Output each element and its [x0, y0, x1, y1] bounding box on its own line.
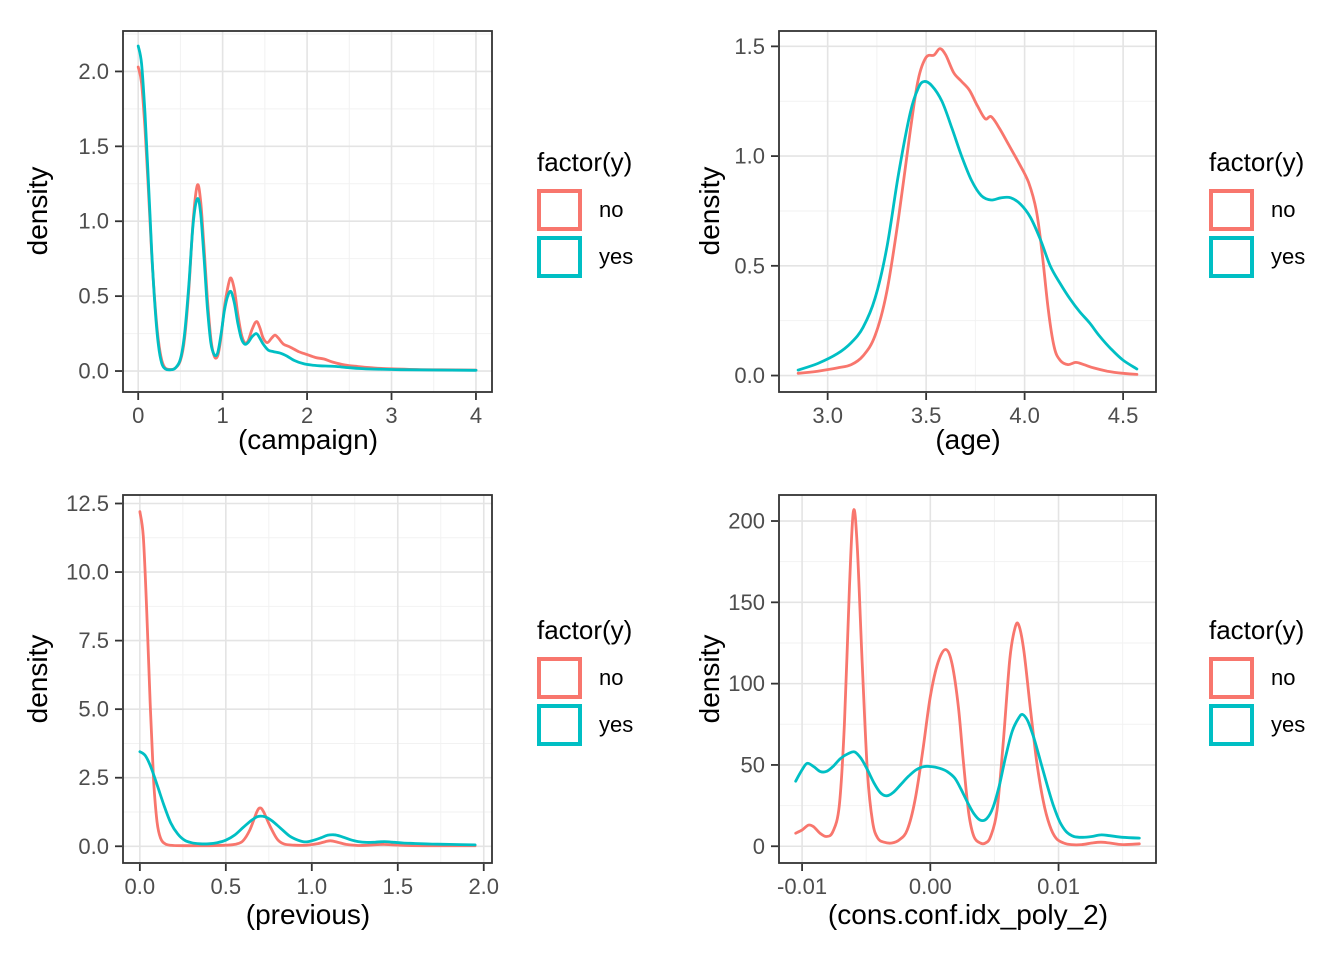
svg-text:0: 0 — [753, 834, 765, 859]
legend-key-no-swatch — [537, 657, 582, 699]
panel-cons-conf-idx-poly-2: -0.01 0.00 0.01 0 50 100 150 200 density (cons.… — [672, 480, 1344, 960]
previous-density-plot: 0.0 0.5 1.0 1.5 2.0 0.0 2.5 5.0 7.5 10.0 12.5 — [66, 491, 499, 899]
svg-text:0.0: 0.0 — [78, 359, 109, 384]
legend: factor(y) no yes — [537, 147, 633, 283]
x-axis-title: (previous) — [245, 899, 371, 930]
legend-entry-no: no — [1209, 189, 1305, 231]
svg-text:100: 100 — [728, 671, 765, 696]
svg-text:4.0: 4.0 — [1009, 403, 1040, 428]
legend-title: factor(y) — [537, 147, 633, 177]
cons-conf-idx-poly-2-density-plot: -0.01 0.00 0.01 0 50 100 150 200 — [728, 494, 1157, 899]
x-axis-title: (campaign) — [237, 424, 379, 455]
svg-text:4.5: 4.5 — [1108, 403, 1139, 428]
svg-text:1.0: 1.0 — [297, 874, 328, 899]
legend-entry-yes: yes — [1209, 236, 1305, 278]
panel-campaign: 0 1 2 3 4 0.0 0.5 1.0 1.5 2.0 density (campaign) … — [0, 0, 672, 480]
legend-title: factor(y) — [1209, 147, 1305, 177]
svg-text:0.01: 0.01 — [1037, 874, 1080, 899]
svg-text:200: 200 — [728, 509, 765, 534]
svg-text:7.5: 7.5 — [78, 628, 109, 653]
legend-entry-no: no — [1209, 657, 1305, 699]
svg-text:1.5: 1.5 — [734, 34, 765, 59]
legend-key-no-swatch — [1209, 657, 1254, 699]
svg-text:3: 3 — [385, 403, 397, 428]
legend-key-yes-swatch — [537, 236, 582, 278]
legend: factor(y) no yes — [1209, 615, 1305, 751]
age-density-plot: 3.0 3.5 4.0 4.5 0.0 0.5 1.0 1.5 — [734, 30, 1157, 428]
svg-text:3.0: 3.0 — [812, 403, 843, 428]
legend-key-yes-swatch — [1209, 704, 1254, 746]
legend-key-no-swatch — [537, 189, 582, 231]
panel-previous: 0.0 0.5 1.0 1.5 2.0 0.0 2.5 5.0 7.5 10.0 12.5 dens… — [0, 480, 672, 960]
legend-entry-yes: yes — [537, 236, 633, 278]
legend-label-no: no — [1271, 197, 1296, 222]
legend: factor(y) no yes — [537, 615, 633, 751]
svg-text:0.0: 0.0 — [78, 834, 109, 859]
panel-age: 3.0 3.5 4.0 4.5 0.0 0.5 1.0 1.5 density (age) f… — [672, 0, 1344, 480]
legend-entry-yes: yes — [1209, 704, 1305, 746]
svg-text:0.00: 0.00 — [909, 874, 952, 899]
svg-text:12.5: 12.5 — [66, 491, 109, 516]
svg-text:2: 2 — [301, 403, 313, 428]
legend-label-no: no — [599, 665, 624, 690]
svg-text:0.5: 0.5 — [211, 874, 242, 899]
legend-entry-no: no — [537, 189, 633, 231]
legend-key-yes-swatch — [537, 704, 582, 746]
legend-label-yes: yes — [599, 244, 634, 269]
legend-title: factor(y) — [1209, 615, 1305, 645]
legend-entry-no: no — [537, 657, 633, 699]
svg-text:0.0: 0.0 — [734, 363, 765, 388]
svg-text:1.0: 1.0 — [734, 144, 765, 169]
x-axis-title: (age) — [935, 424, 1001, 455]
svg-text:1: 1 — [217, 403, 229, 428]
campaign-density-plot: 0 1 2 3 4 0.0 0.5 1.0 1.5 2.0 — [78, 30, 493, 428]
svg-text:2.0: 2.0 — [78, 59, 109, 84]
svg-text:150: 150 — [728, 590, 765, 615]
legend-title: factor(y) — [537, 615, 633, 645]
x-axis-title: (cons.conf.idx_poly_2) — [827, 899, 1109, 930]
svg-text:0.0: 0.0 — [125, 874, 156, 899]
svg-text:1.5: 1.5 — [382, 874, 413, 899]
svg-text:0.5: 0.5 — [78, 284, 109, 309]
svg-text:5.0: 5.0 — [78, 697, 109, 722]
legend-key-yes-swatch — [1209, 236, 1254, 278]
legend-label-yes: yes — [1271, 712, 1306, 737]
legend-label-no: no — [1271, 665, 1296, 690]
svg-text:1.5: 1.5 — [78, 134, 109, 159]
legend-label-no: no — [599, 197, 624, 222]
svg-text:0.5: 0.5 — [734, 253, 765, 278]
y-axis-title: density — [694, 166, 725, 256]
svg-text:1.0: 1.0 — [78, 209, 109, 234]
svg-text:4: 4 — [470, 403, 482, 428]
svg-text:2.0: 2.0 — [468, 874, 499, 899]
legend-label-yes: yes — [599, 712, 634, 737]
svg-text:-0.01: -0.01 — [777, 874, 827, 899]
y-axis-title: density — [22, 634, 53, 724]
legend-key-no-swatch — [1209, 189, 1254, 231]
svg-text:3.5: 3.5 — [911, 403, 942, 428]
y-axis-title: density — [694, 634, 725, 724]
svg-text:2.5: 2.5 — [78, 765, 109, 790]
svg-text:0: 0 — [132, 403, 144, 428]
svg-text:10.0: 10.0 — [66, 560, 109, 585]
y-axis-title: density — [22, 166, 53, 256]
legend-label-yes: yes — [1271, 244, 1306, 269]
svg-text:50: 50 — [741, 752, 765, 777]
legend: factor(y) no yes — [1209, 147, 1305, 283]
legend-entry-yes: yes — [537, 704, 633, 746]
